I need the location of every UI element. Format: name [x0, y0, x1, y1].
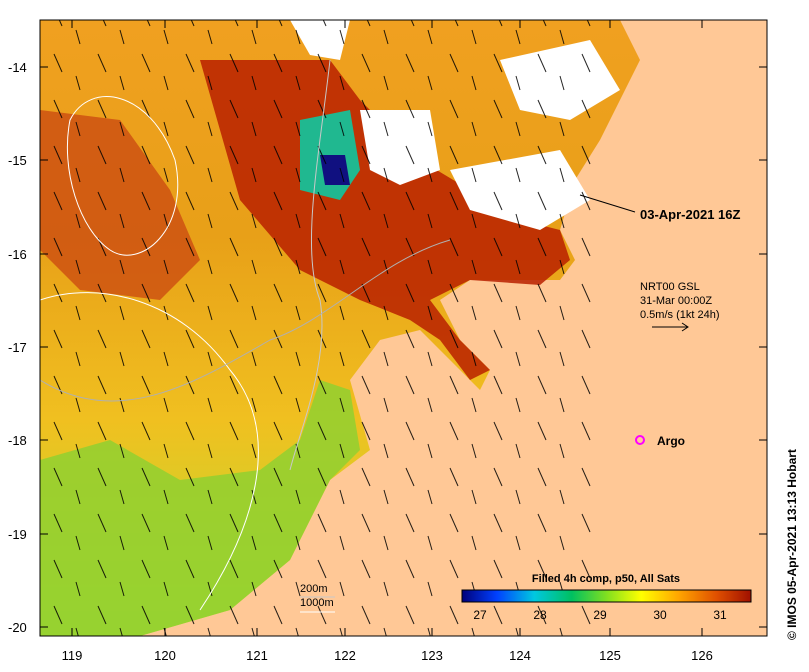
contour-shelf-2	[40, 239, 451, 402]
map-frame	[39, 19, 768, 637]
longitude-axis	[71, 20, 703, 636]
contour-legend-1000m: 1000m	[300, 597, 334, 609]
lon-tick-label: 120	[154, 648, 176, 663]
lon-tick-label: 123	[421, 648, 443, 663]
plot-area	[40, 20, 767, 636]
latitude-labels: -14 -15 -16 -17 -18 -19 -20	[8, 60, 27, 635]
argo-label: Argo	[657, 434, 685, 448]
lat-tick-label: -16	[8, 247, 27, 262]
colorbar-tick-label: 30	[653, 608, 667, 622]
contour-200m	[66, 96, 179, 256]
lat-tick-label: -20	[8, 620, 27, 635]
current-arrows	[40, 20, 600, 636]
lon-tick-label: 126	[691, 648, 713, 663]
lat-tick-label: -15	[8, 153, 27, 168]
colorbar-tick-label: 31	[713, 608, 727, 622]
timestamp-pointer	[579, 194, 636, 213]
colorbar-tick-label: 29	[593, 608, 607, 622]
colorbar	[461, 589, 752, 603]
colorbar-tick-label: 28	[533, 608, 547, 622]
current-model-label: NRT00 GSL	[640, 281, 700, 293]
credit-label: © IMOS 05-Apr-2021 13:13 Hobart	[785, 449, 799, 640]
lat-tick-label: -14	[8, 60, 27, 75]
contour-legend-200m: 200m	[300, 583, 328, 595]
lon-tick-label: 121	[246, 648, 268, 663]
current-scale-label: 0.5m/s (1kt 24h)	[640, 309, 719, 321]
colorbar-tick-label: 27	[473, 608, 487, 622]
lat-tick-label: -19	[8, 527, 27, 542]
lat-tick-label: -17	[8, 340, 27, 355]
colorbar-ticks: 27 28 29 30 31	[473, 608, 727, 622]
colorbar-title: Filled 4h comp, p50, All Sats	[532, 573, 680, 585]
lon-tick-label: 119	[62, 648, 83, 663]
longitude-labels: 119 120 121 122 123 124 125 126	[62, 648, 713, 663]
argo-float-icon	[635, 435, 645, 445]
lat-tick-label: -18	[8, 433, 27, 448]
contour-1000m	[40, 292, 259, 611]
latitude-axis	[40, 66, 767, 628]
lon-tick-label: 125	[599, 648, 621, 663]
timestamp-label: 03-Apr-2021 16Z	[640, 207, 740, 222]
current-date-label: 31-Mar 00:00Z	[640, 295, 712, 307]
current-scale-arrow-icon	[652, 322, 689, 332]
lon-tick-label: 124	[509, 648, 531, 663]
lon-tick-label: 122	[334, 648, 356, 663]
contour-shelf	[289, 59, 331, 471]
